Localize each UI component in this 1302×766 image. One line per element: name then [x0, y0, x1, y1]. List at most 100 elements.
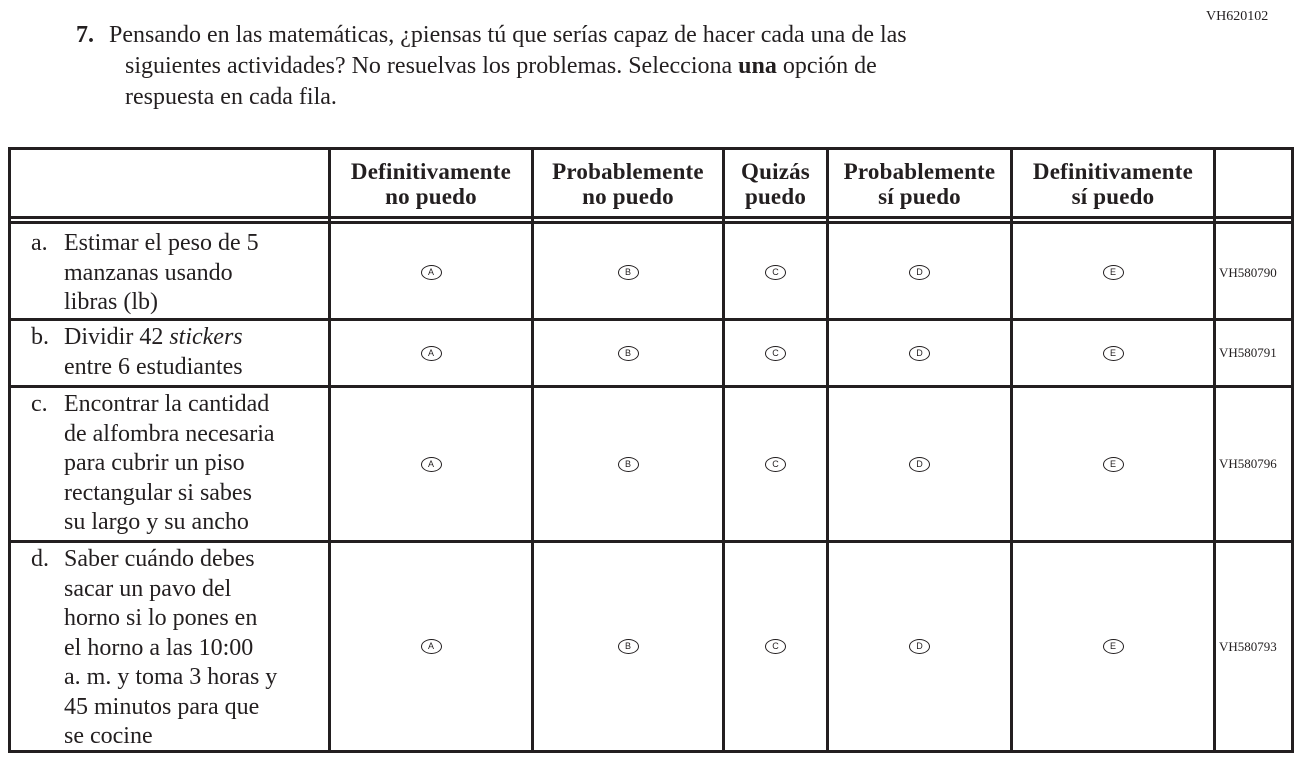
option-bubble-b[interactable]: B — [617, 265, 639, 280]
question-number: 7. — [76, 22, 94, 48]
option-cell: C — [725, 388, 826, 540]
row-letter: d. — [31, 546, 49, 572]
option-cell: D — [829, 227, 1010, 318]
option-bubble-b[interactable]: B — [617, 456, 639, 472]
option-cell: A — [331, 388, 531, 540]
row-text-line: rectangular si sabes — [64, 479, 252, 506]
option-bubble-c[interactable]: C — [765, 265, 786, 280]
row-text-line: 45 minutos para que — [64, 693, 260, 720]
column-header: Probablemente sí puedo — [829, 150, 1010, 218]
row-text-line: para cubrir un piso — [64, 450, 245, 476]
row-text-line: a. m. y toma 3 horas y — [64, 664, 278, 690]
question-prompt: 7. Pensando en las matemáticas, ¿piensas … — [76, 20, 1086, 113]
option-cell: A — [331, 227, 531, 318]
row-text-line: su largo y su ancho — [64, 509, 249, 535]
option-bubble-d[interactable]: D — [909, 456, 930, 472]
option-cell: D — [829, 543, 1010, 750]
row-text: Saber cuándo debes sacar un pavo del horno… — [64, 545, 329, 752]
column-header-line-2: no puedo — [385, 184, 477, 209]
column-header-line-1: Probablemente — [552, 159, 704, 184]
row-letter: a. — [31, 230, 48, 256]
option-cell: C — [725, 321, 826, 385]
option-cell: B — [534, 321, 722, 385]
column-header-line-2: sí puedo — [1071, 184, 1155, 209]
row-label: d. Saber cuándo debes sacar un pavo del hor… — [31, 543, 331, 752]
option-bubble-a[interactable]: A — [420, 265, 442, 280]
table-row: b. Dividir 42 stickers entre 6 estudiantes… — [11, 321, 1291, 385]
item-code: VH620102 — [1206, 9, 1269, 24]
option-bubble-e[interactable]: E — [1102, 265, 1124, 280]
row-text-italic: stickers — [169, 324, 243, 350]
row-item-code: VH580790 — [1219, 264, 1277, 280]
question-line-2: siguientes actividades? No resuelvas los… — [125, 53, 877, 79]
row-text-line: se cocine — [64, 723, 153, 749]
option-bubble-d[interactable]: D — [909, 345, 930, 361]
row-text-line: horno si lo pones en — [64, 605, 258, 631]
row-text-line: de alfombra necesaria — [64, 420, 275, 447]
row-text-line: sacar un pavo del — [64, 575, 232, 602]
option-cell: C — [725, 543, 826, 750]
option-bubble-a[interactable]: A — [420, 456, 442, 472]
column-divider — [1213, 150, 1216, 750]
column-header-line-2: puedo — [744, 184, 807, 209]
row-letter: c. — [31, 391, 48, 417]
row-item-code: VH580796 — [1219, 456, 1277, 471]
row-text-line: manzanas usando — [64, 259, 233, 286]
row-text: Encontrar la cantidad de alfombra necesar… — [64, 390, 329, 538]
option-cell: A — [331, 543, 531, 750]
table-row: a. Estimar el peso de 5 manzanas usando lib… — [11, 227, 1291, 318]
option-cell: E — [1013, 227, 1213, 318]
column-divider — [722, 150, 725, 750]
row-item-code: VH580793 — [1219, 638, 1277, 654]
emphasis: una — [738, 53, 777, 79]
option-bubble-e[interactable]: E — [1102, 456, 1124, 472]
column-divider — [531, 150, 534, 750]
column-header-line-1: Quizás — [741, 159, 810, 184]
option-bubble-b[interactable]: B — [617, 345, 639, 361]
option-bubble-c[interactable]: C — [765, 456, 786, 472]
row-divider — [11, 385, 1291, 388]
response-table: Definitivamente no puedo Probablemente no p… — [8, 147, 1294, 753]
option-bubble-d[interactable]: D — [909, 639, 930, 654]
option-cell: D — [829, 388, 1010, 540]
option-cell: E — [1013, 321, 1213, 385]
row-divider — [11, 540, 1291, 543]
row-text: Estimar el peso de 5 manzanas usando libra… — [64, 229, 329, 318]
column-header-line-2: no puedo — [582, 184, 674, 209]
option-bubble-c[interactable]: C — [765, 639, 786, 654]
row-text-line: libras (lb) — [64, 289, 158, 315]
question-line-1: Pensando en las matemáticas, ¿piensas tú… — [109, 22, 907, 48]
header-divider — [11, 216, 1291, 219]
row-divider — [11, 318, 1291, 321]
column-header: Quizás puedo — [725, 150, 826, 218]
column-header-line-1: Probablemente — [843, 159, 996, 184]
column-header: Definitivamente no puedo — [331, 150, 531, 218]
option-bubble-e[interactable]: E — [1102, 639, 1124, 654]
table-row: c. Encontrar la cantidad de alfombra neces… — [11, 388, 1291, 540]
option-bubble-d[interactable]: D — [909, 265, 930, 280]
header-divider — [11, 221, 1291, 224]
option-bubble-e[interactable]: E — [1102, 345, 1124, 361]
row-label: b. Dividir 42 stickers entre 6 estudiantes — [31, 321, 331, 382]
column-header: Probablemente no puedo — [534, 150, 722, 218]
row-text-line: el horno a las 10:00 — [64, 634, 254, 661]
column-header: Definitivamente sí puedo — [1013, 150, 1213, 218]
option-cell: B — [534, 227, 722, 318]
column-header-line-1: Definitivamente — [350, 159, 512, 184]
option-bubble-a[interactable]: A — [420, 345, 442, 361]
column-divider — [826, 150, 829, 750]
option-bubble-b[interactable]: B — [617, 639, 639, 654]
table-row: d. Saber cuándo debes sacar un pavo del hor… — [11, 543, 1291, 750]
option-bubble-c[interactable]: C — [765, 345, 786, 361]
option-cell: A — [331, 321, 531, 385]
column-header-line-2: sí puedo — [878, 184, 961, 209]
row-text-line: Saber cuándo debes — [64, 546, 255, 572]
column-header-line-1: Definitivamente — [1032, 159, 1194, 184]
row-label: a. Estimar el peso de 5 manzanas usando lib… — [31, 227, 331, 318]
option-cell: E — [1013, 388, 1213, 540]
row-text-part: Dividir 42 — [64, 324, 170, 350]
option-bubble-a[interactable]: A — [420, 639, 442, 654]
column-divider — [328, 150, 331, 750]
row-text-line: Encontrar la cantidad — [64, 391, 270, 417]
option-cell: B — [534, 543, 722, 750]
